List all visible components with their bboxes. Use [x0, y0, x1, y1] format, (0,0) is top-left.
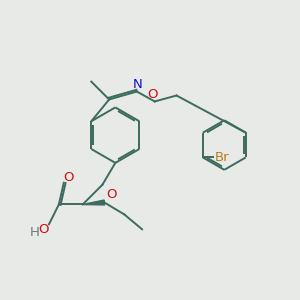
Text: N: N: [133, 78, 143, 91]
Polygon shape: [82, 200, 105, 205]
Text: H: H: [30, 226, 40, 239]
Text: O: O: [39, 223, 49, 236]
Text: O: O: [64, 171, 74, 184]
Text: O: O: [148, 88, 158, 101]
Text: Br: Br: [214, 151, 229, 164]
Text: O: O: [106, 188, 117, 201]
